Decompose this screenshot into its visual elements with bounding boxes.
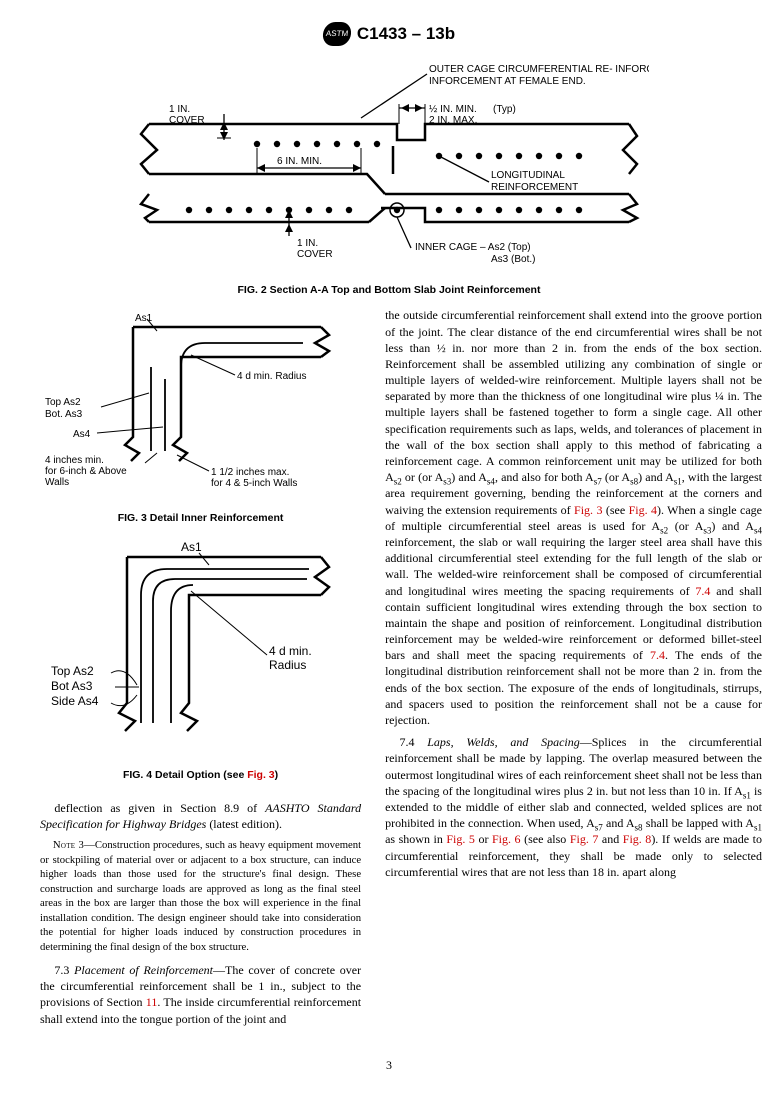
svg-text:6 IN. MIN.: 6 IN. MIN. — [277, 156, 322, 167]
figure-3-svg: As1 4 d min. Radius Top As2 Bot. As3 As4… — [41, 307, 361, 502]
link-fig-3[interactable]: Fig. 3 — [574, 503, 602, 517]
svg-text:INFORCEMENT AT FEMALE END.: INFORCEMENT AT FEMALE END. — [429, 76, 586, 87]
figure-2-svg: OUTER CAGE CIRCUMFERENTIAL RE- INFORCEME… — [129, 60, 649, 275]
svg-text:As4: As4 — [73, 429, 91, 440]
svg-text:INNER CAGE – As2 (Top): INNER CAGE – As2 (Top) — [415, 242, 531, 253]
svg-text:REINFORCEMENT: REINFORCEMENT — [491, 182, 578, 193]
svg-text:for 6-inch & Above: for 6-inch & Above — [45, 466, 127, 477]
svg-text:for 4 & 5-inch Walls: for 4 & 5-inch Walls — [211, 478, 297, 489]
right-column: the outside circumferential reinforcemen… — [385, 307, 762, 886]
link-sec-7-4-b[interactable]: 7.4 — [650, 648, 665, 662]
section-7-4: 7.4 Laps, Welds, and Spacing—Splices in … — [385, 734, 762, 880]
svg-text:Top As2: Top As2 — [51, 664, 94, 678]
svg-text:Walls: Walls — [45, 477, 69, 488]
link-sec-7-4-a[interactable]: 7.4 — [695, 584, 710, 598]
svg-text:Side As4: Side As4 — [51, 694, 99, 708]
figure-4: As1 4 d min. Radius Top As2 Bot As3 Side… — [40, 535, 361, 782]
svg-text:1 IN.: 1 IN. — [169, 104, 190, 115]
svg-text:As3 (Bot.): As3 (Bot.) — [491, 254, 535, 265]
figure-4-caption: FIG. 4 Detail Option (see Fig. 3) — [40, 768, 361, 782]
svg-text:As1: As1 — [181, 540, 202, 554]
svg-text:1 IN.: 1 IN. — [297, 238, 318, 249]
link-fig-5[interactable]: Fig. 5 — [446, 832, 475, 846]
svg-text:Radius: Radius — [269, 658, 306, 672]
link-fig-6[interactable]: Fig. 6 — [492, 832, 521, 846]
astm-logo-icon: ASTM — [322, 22, 353, 46]
svg-text:Top As2: Top As2 — [45, 397, 81, 408]
svg-text:Bot As3: Bot As3 — [51, 679, 93, 693]
svg-text:½ IN. MIN.: ½ IN. MIN. — [429, 104, 477, 115]
link-fig-7[interactable]: Fig. 7 — [570, 832, 599, 846]
link-fig-4[interactable]: Fig. 4 — [629, 503, 657, 517]
figure-3-caption: FIG. 3 Detail Inner Reinforcement — [40, 511, 361, 525]
right-paragraph-1: the outside circumferential reinforcemen… — [385, 307, 762, 728]
link-fig-8[interactable]: Fig. 8 — [623, 832, 652, 846]
left-column: As1 4 d min. Radius Top As2 Bot. As3 As4… — [40, 307, 361, 1032]
svg-text:4 d min. Radius: 4 d min. Radius — [237, 371, 306, 382]
note-3: Note 3—Construction procedures, such as … — [40, 838, 361, 954]
figure-2-caption: FIG. 2 Section A-A Top and Bottom Slab J… — [40, 283, 738, 297]
doc-header: ASTM C1433 – 13b — [40, 22, 738, 46]
svg-text:1 1/2 inches max.: 1 1/2 inches max. — [211, 467, 289, 478]
svg-text:4 inches min.: 4 inches min. — [45, 455, 104, 466]
note-3-label: Note 3 — [53, 839, 84, 851]
figure-4-svg: As1 4 d min. Radius Top As2 Bot As3 Side… — [41, 535, 361, 760]
svg-text:LONGITUDINAL: LONGITUDINAL — [491, 170, 565, 181]
svg-text:OUTER CAGE CIRCUMFERENTIAL RE-: OUTER CAGE CIRCUMFERENTIAL RE- INFORCEME… — [429, 64, 649, 75]
deflection-paragraph: deflection as given in Section 8.9 of AA… — [40, 800, 361, 832]
figure-3: As1 4 d min. Radius Top As2 Bot. As3 As4… — [40, 307, 361, 524]
page-number: 3 — [40, 1057, 738, 1073]
fig4-caption-link[interactable]: Fig. 3 — [247, 769, 274, 781]
svg-text:4 d min.: 4 d min. — [269, 644, 312, 658]
link-section-11[interactable]: 11 — [146, 995, 158, 1009]
section-7-3: 7.3 Placement of Reinforcement—The cover… — [40, 962, 361, 1027]
svg-text:(Typ): (Typ) — [493, 104, 516, 115]
doc-id: C1433 – 13b — [357, 23, 455, 46]
two-column-layout: As1 4 d min. Radius Top As2 Bot. As3 As4… — [40, 307, 738, 1032]
svg-text:Bot. As3: Bot. As3 — [45, 409, 83, 420]
figure-2: OUTER CAGE CIRCUMFERENTIAL RE- INFORCEME… — [40, 60, 738, 297]
svg-text:COVER: COVER — [297, 249, 333, 260]
